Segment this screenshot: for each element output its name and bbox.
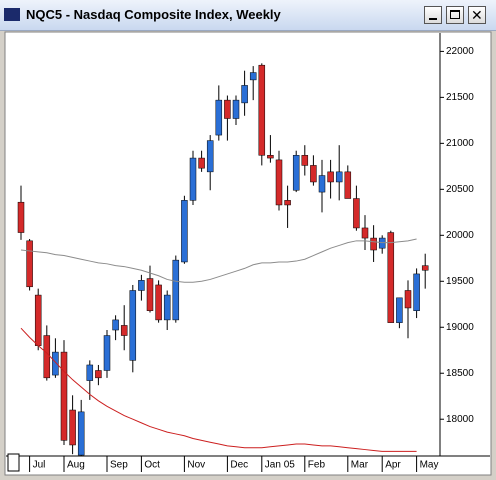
chart-frame (4, 31, 492, 476)
candle-body (129, 290, 137, 361)
candle-body (301, 155, 309, 166)
candle-body (232, 99, 240, 119)
x-tick-label: Oct (144, 460, 160, 471)
window-title: NQC5 - Nasdaq Composite Index, Weekly (26, 7, 281, 22)
candle-body (26, 240, 33, 288)
candle-body (344, 171, 352, 199)
candle-body (138, 280, 145, 291)
candle-body (327, 171, 334, 183)
candle-body (69, 409, 76, 446)
candle-body (112, 319, 119, 331)
candle-body (163, 294, 171, 321)
candle-body (206, 140, 214, 173)
y-tick-label: 21000 (446, 138, 474, 149)
candle-body (181, 200, 188, 263)
corner-box (7, 453, 20, 472)
candle-body (292, 155, 300, 191)
candle-body (198, 157, 205, 169)
candle-body (318, 175, 326, 193)
candle-body (155, 284, 162, 321)
candle-body (310, 165, 317, 183)
candle-body (60, 351, 68, 441)
candle-body (77, 411, 85, 456)
candle-body (275, 159, 283, 206)
x-tick-label: Apr (385, 460, 401, 471)
candle-body (34, 294, 42, 346)
candle-body (249, 72, 257, 81)
title-bar: NQC5 - Nasdaq Composite Index, Weekly ✕ (0, 0, 496, 31)
maximize-button[interactable] (446, 6, 464, 24)
candle-body (361, 227, 369, 239)
x-tick-label: Nov (187, 460, 205, 471)
x-tick-label: Mar (351, 460, 369, 471)
candle-body (215, 99, 223, 136)
candle-body (335, 171, 343, 183)
x-tick-label: Dec (230, 460, 248, 471)
y-tick-label: 18000 (446, 414, 474, 425)
close-button[interactable]: ✕ (468, 6, 486, 24)
app-icon (4, 8, 20, 21)
candle-body (43, 335, 51, 379)
candle-body (258, 64, 266, 156)
moving-average-line (20, 327, 417, 452)
candle-body (284, 200, 291, 206)
candle-body (17, 201, 25, 233)
y-tick-label: 19500 (446, 276, 474, 287)
candle-body (120, 325, 128, 336)
moving-average-line (20, 238, 417, 283)
y-tick-label: 22000 (446, 46, 474, 57)
candle-body (146, 278, 154, 311)
candle-body (86, 364, 94, 381)
x-tick-label: Feb (308, 460, 326, 471)
candle-body (52, 351, 59, 376)
candle-body (267, 155, 274, 159)
x-tick-label: May (420, 460, 439, 471)
candle-body (370, 237, 377, 251)
candle-body (421, 265, 429, 271)
y-tick-label: 19000 (446, 322, 474, 333)
y-tick-label: 20500 (446, 184, 474, 195)
candle-body (224, 99, 231, 119)
candle-body (241, 85, 248, 104)
candle-body (396, 297, 403, 323)
x-tick-label: Jul (33, 460, 46, 471)
candle-body (404, 290, 412, 309)
y-tick-label: 18500 (446, 368, 474, 379)
minimize-button[interactable] (424, 6, 442, 24)
y-tick-label: 21500 (446, 92, 474, 103)
candle-body (353, 198, 360, 229)
candle-body (103, 335, 111, 371)
x-tick-label: Jan 05 (265, 460, 295, 471)
candle-body (413, 273, 420, 311)
candle-body (189, 157, 197, 201)
x-tick-label: Sep (110, 460, 128, 471)
candle-body (387, 232, 395, 323)
x-tick-label: Aug (67, 460, 85, 471)
candle-body (172, 259, 180, 321)
candle-body (95, 370, 102, 379)
y-tick-label: 20000 (446, 230, 474, 241)
